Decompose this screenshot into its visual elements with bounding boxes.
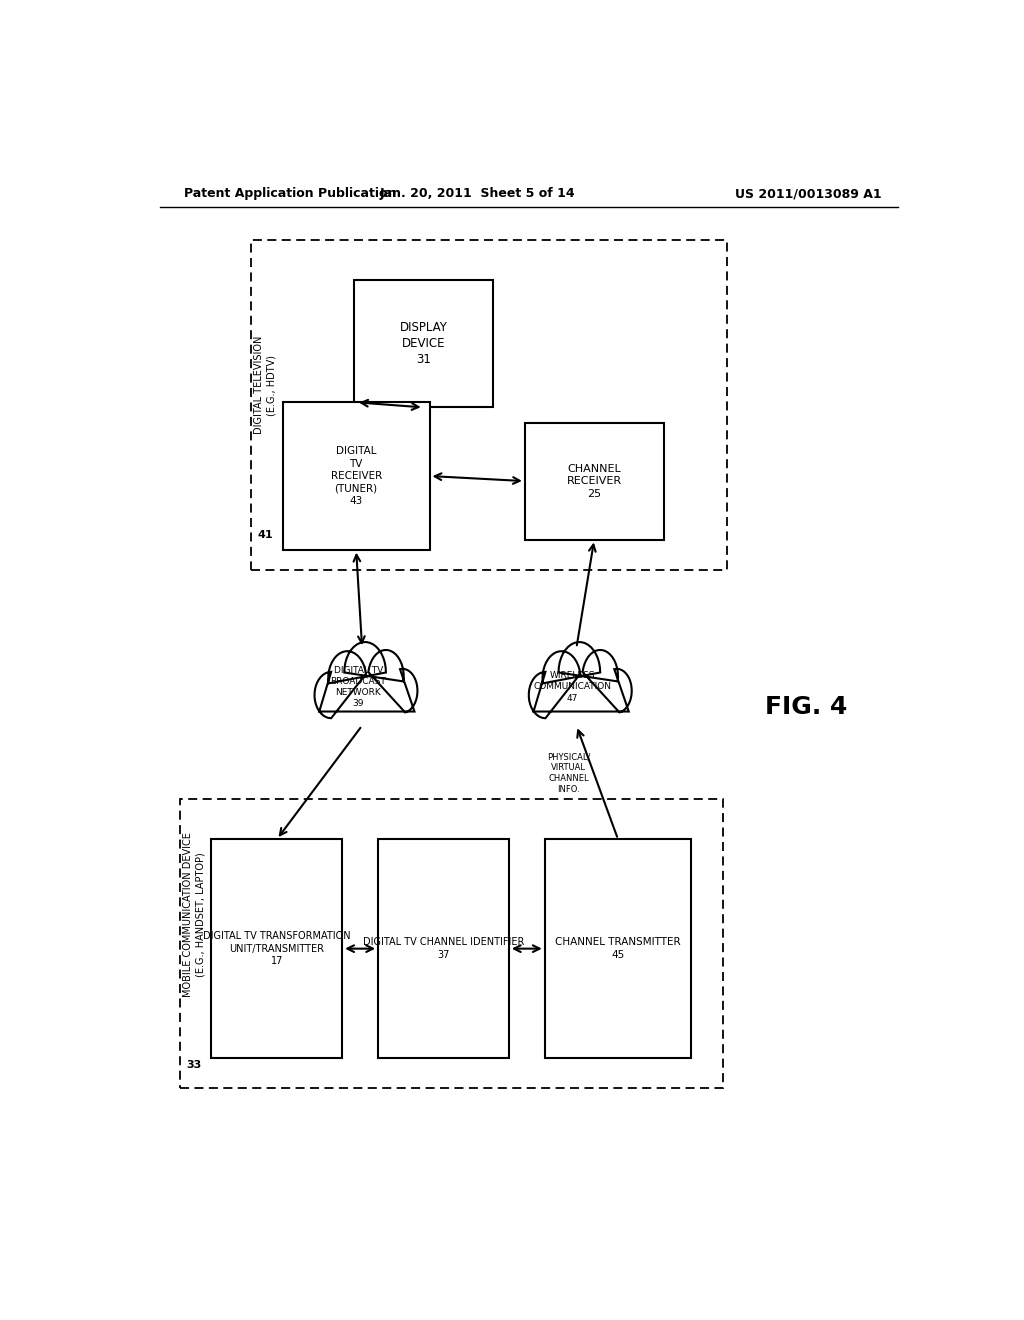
Text: DIGITAL TV CHANNEL IDENTIFIER
37: DIGITAL TV CHANNEL IDENTIFIER 37 bbox=[362, 937, 524, 960]
Text: WIRELESS
COMMUNICATION
47: WIRELESS COMMUNICATION 47 bbox=[534, 672, 611, 702]
PathPatch shape bbox=[314, 642, 418, 718]
Text: Patent Application Publication: Patent Application Publication bbox=[183, 187, 396, 201]
FancyBboxPatch shape bbox=[524, 422, 664, 540]
Text: DISPLAY
DEVICE
31: DISPLAY DEVICE 31 bbox=[399, 321, 447, 367]
Text: 33: 33 bbox=[186, 1060, 202, 1071]
FancyBboxPatch shape bbox=[378, 840, 509, 1057]
Text: 41: 41 bbox=[257, 529, 273, 540]
Text: MOBILE COMMUNICATION DEVICE
(E.G., HANDSET, LAPTOP): MOBILE COMMUNICATION DEVICE (E.G., HANDS… bbox=[182, 832, 205, 997]
FancyBboxPatch shape bbox=[545, 840, 691, 1057]
Text: CHANNEL TRANSMITTER
45: CHANNEL TRANSMITTER 45 bbox=[555, 937, 681, 960]
Text: CHANNEL
RECEIVER
25: CHANNEL RECEIVER 25 bbox=[566, 463, 622, 499]
FancyBboxPatch shape bbox=[354, 280, 494, 408]
FancyBboxPatch shape bbox=[211, 840, 342, 1057]
Text: Jan. 20, 2011  Sheet 5 of 14: Jan. 20, 2011 Sheet 5 of 14 bbox=[379, 187, 575, 201]
Text: DIGITAL
TV
RECEIVER
(TUNER)
43: DIGITAL TV RECEIVER (TUNER) 43 bbox=[331, 446, 382, 506]
Text: FIG. 4: FIG. 4 bbox=[765, 696, 848, 719]
Text: DIGITAL TV
BROADCAST
NETWORK
39: DIGITAL TV BROADCAST NETWORK 39 bbox=[331, 665, 386, 708]
Text: DIGITAL TELEVISION
(E.G., HDTV): DIGITAL TELEVISION (E.G., HDTV) bbox=[254, 335, 276, 434]
Text: PHYSICAL/
VIRTUAL
CHANNEL
INFO.: PHYSICAL/ VIRTUAL CHANNEL INFO. bbox=[547, 752, 590, 795]
Text: DIGITAL TV TRANSFORMATION
UNIT/TRANSMITTER
17: DIGITAL TV TRANSFORMATION UNIT/TRANSMITT… bbox=[203, 931, 350, 966]
Text: US 2011/0013089 A1: US 2011/0013089 A1 bbox=[735, 187, 882, 201]
FancyBboxPatch shape bbox=[283, 403, 430, 549]
PathPatch shape bbox=[528, 642, 632, 718]
